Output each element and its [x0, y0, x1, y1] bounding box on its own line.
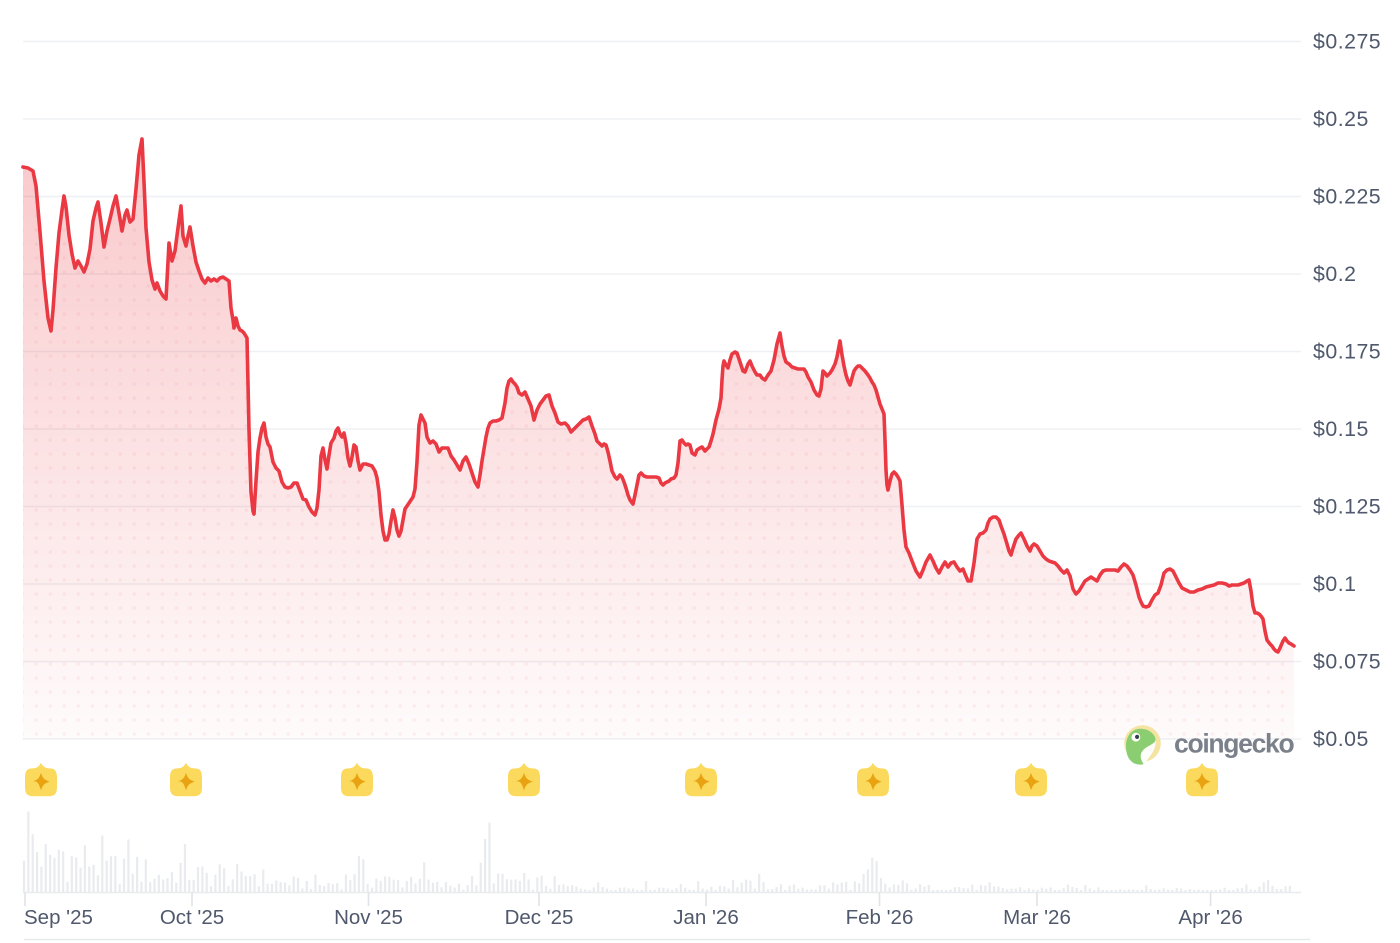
svg-text:Feb '26: Feb '26	[846, 906, 914, 929]
svg-text:$0.25: $0.25	[1313, 107, 1369, 131]
svg-text:$0.225: $0.225	[1313, 185, 1381, 209]
svg-text:Oct '25: Oct '25	[160, 906, 224, 929]
svg-text:$0.15: $0.15	[1313, 417, 1369, 441]
svg-text:Mar '26: Mar '26	[1003, 906, 1071, 929]
svg-text:$0.175: $0.175	[1313, 340, 1381, 364]
svg-text:Nov '25: Nov '25	[334, 906, 403, 929]
svg-text:Sep '25: Sep '25	[24, 906, 93, 929]
svg-text:$0.125: $0.125	[1313, 495, 1381, 519]
svg-text:$0.1: $0.1	[1313, 572, 1356, 596]
svg-text:$0.075: $0.075	[1313, 650, 1381, 674]
svg-text:$0.275: $0.275	[1313, 30, 1381, 54]
svg-text:coingecko: coingecko	[1174, 729, 1294, 759]
svg-text:Jan '26: Jan '26	[673, 906, 738, 929]
svg-text:Dec '25: Dec '25	[505, 906, 574, 929]
svg-text:Apr '26: Apr '26	[1178, 906, 1242, 929]
svg-text:$0.2: $0.2	[1313, 262, 1356, 286]
svg-text:$0.05: $0.05	[1313, 727, 1369, 751]
